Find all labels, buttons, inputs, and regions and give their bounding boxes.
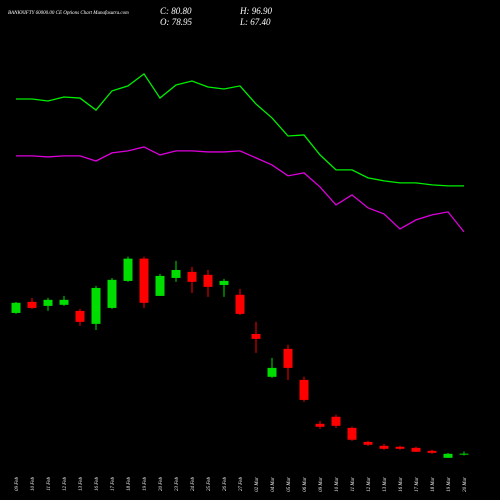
candle-body [171,269,181,278]
low-info: L: 67.40 [239,17,271,27]
x-tick-label: 04 Mar [271,477,276,492]
x-tick-label: 05 Mar [287,477,292,492]
x-tick-label: 19 Mar [447,477,452,492]
candle-body [91,287,101,324]
candle-body [331,416,341,426]
candle-body [27,301,37,308]
candle-body [43,299,53,306]
open-info: O: 78.95 [160,17,192,27]
x-tick-label: 24 Feb [191,477,196,492]
candle-body [75,310,85,322]
candle-body [139,258,149,303]
candle-body [267,367,277,377]
x-tick-label: 16 Feb [95,477,100,492]
x-tick-label: 26 Feb [223,477,228,492]
ma-line [16,146,465,233]
x-tick-label: 11 Feb [47,477,52,491]
x-tick-label: 02 Mar [255,477,260,492]
candle-body [379,445,389,449]
x-tick-label: 25 Feb [207,477,212,492]
candle-body [363,441,373,445]
x-tick-label: 13 Mar [383,477,388,492]
high-info: H: 96.90 [239,6,272,16]
x-tick-label: 09 Mar [319,477,324,492]
candle-body [299,379,309,400]
candle-body [443,453,453,458]
candle-body [107,279,117,308]
x-tick-label: 19 Feb [143,477,148,492]
candle-body [395,446,405,449]
candle-body [235,294,245,314]
x-tick-label: 17 Mar [415,477,420,492]
candle-body [123,258,133,281]
ma-line [16,72,464,187]
candle-body [59,299,69,305]
x-tick-label: 06 Mar [303,477,308,492]
x-tick-label: 20 Mar [463,477,468,492]
candle-body [219,280,229,285]
x-tick-label: 12 Mar [367,477,372,492]
x-tick-label: 13 Feb [79,477,84,492]
x-tick-label: 16 Mar [399,477,404,492]
candle-body [427,450,437,453]
x-tick-label: 27 Feb [239,477,244,492]
candle-body [283,348,293,368]
candle-body [187,271,197,282]
x-tick-label: 10 Mar [335,477,340,492]
x-tick-label: 20 Feb [159,477,164,492]
x-tick-label: 10 Feb [31,477,36,492]
x-tick-label: 18 Feb [127,477,132,492]
close-info: C: 80.80 [160,6,192,16]
candle-body [11,302,21,313]
x-tick-label: 11 Mar [351,477,356,492]
x-tick-label: 18 Mar [431,477,436,492]
candle-body [347,427,357,440]
candle-body [459,453,469,455]
x-tick-label: 23 Feb [175,477,180,492]
x-tick-label: 09 Feb [15,477,20,492]
candle-body [315,423,325,427]
candle-body [411,447,421,452]
x-tick-label: 17 Feb [111,477,116,492]
x-tick-label: 12 Feb [63,477,68,492]
candle-body [251,333,261,339]
chart-title: BANKNIFTY 60000.00 CE Options Chart Muna… [8,11,129,16]
candle-body [203,274,213,287]
candle-body [155,275,165,296]
